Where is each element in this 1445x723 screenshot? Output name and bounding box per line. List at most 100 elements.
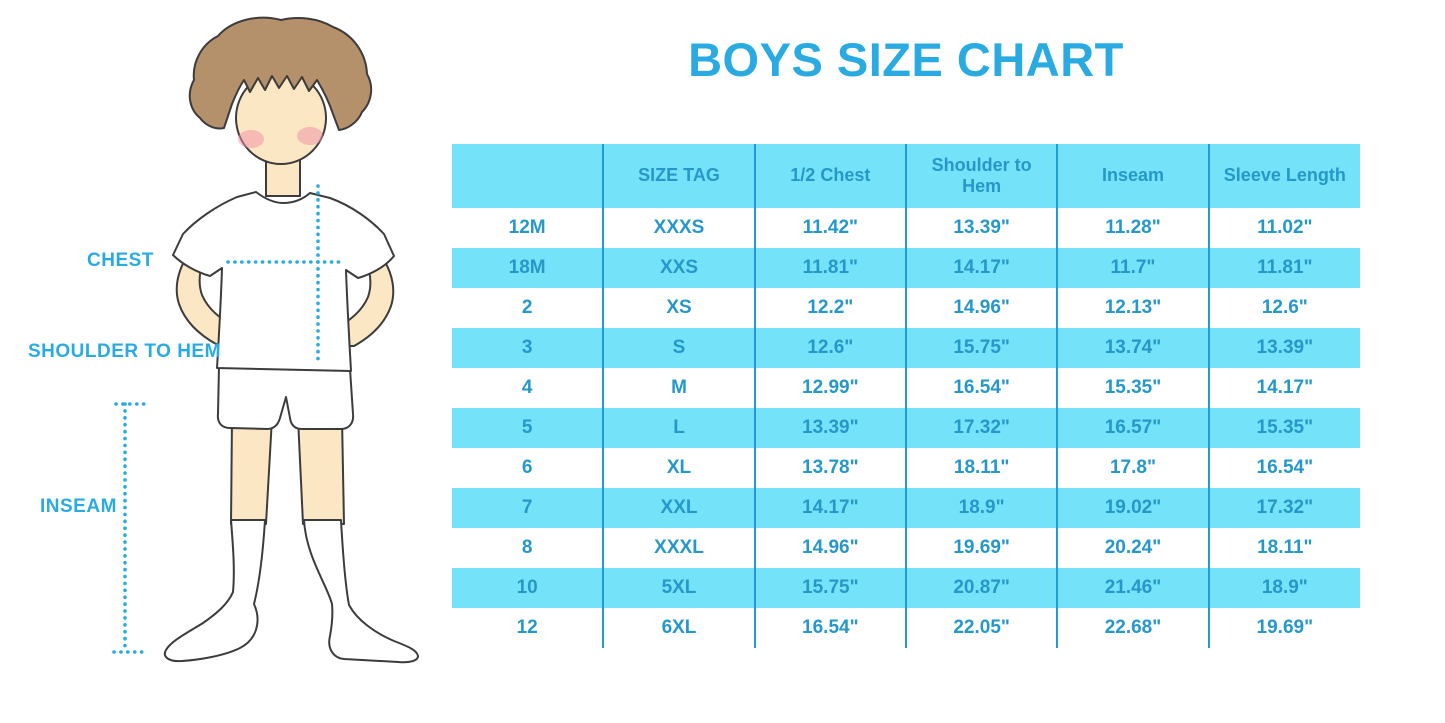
table-cell: 13.78" bbox=[753, 448, 906, 488]
table-cell: 15.75" bbox=[753, 568, 906, 608]
table-cell: 18.9" bbox=[1207, 568, 1360, 608]
table-cell: 2 bbox=[521, 297, 533, 318]
header-row: SIZE TAG 1/2 Chest Shoulder to Hem Inseam Sl… bbox=[452, 144, 1360, 208]
column-header: Sleeve Length bbox=[1207, 144, 1360, 208]
table-cell: 18.11" bbox=[1207, 528, 1360, 568]
table-cell: 12.13" bbox=[1056, 288, 1209, 328]
inseam-label: INSEAM bbox=[40, 496, 117, 517]
table-cell: 12.99" bbox=[753, 368, 906, 408]
table-cell: 16.54" bbox=[753, 608, 906, 648]
table-cell: 6XL bbox=[602, 608, 755, 648]
table-cell: 14.17" bbox=[904, 248, 1058, 288]
table-cell: 21.46" bbox=[1056, 568, 1209, 608]
table-cell: 16.54" bbox=[904, 368, 1058, 408]
table-cell: 13.39" bbox=[1207, 328, 1360, 368]
inseam-measure-line bbox=[112, 402, 148, 654]
size-table-header: SIZE TAG 1/2 Chest Shoulder to Hem Inseam Sl… bbox=[452, 144, 1360, 208]
table-row: 10 5XL 15.75" 20.87" 21.46" 18.9" bbox=[452, 568, 1360, 608]
boy-hair bbox=[188, 16, 373, 131]
table-cell: 5 bbox=[452, 408, 604, 448]
table-cell: 12.2" bbox=[753, 288, 906, 328]
table-cell: 15.35" bbox=[1056, 368, 1209, 408]
table-cell: 15.35" bbox=[1207, 408, 1360, 448]
table-cell: 5XL bbox=[602, 568, 755, 608]
table-cell: 18M bbox=[452, 248, 604, 288]
boy-right-leg bbox=[297, 417, 345, 525]
table-cell: 12 bbox=[516, 617, 538, 638]
boy-left-sock bbox=[163, 519, 266, 663]
table-cell: XS bbox=[602, 288, 755, 328]
boy-left-blush bbox=[238, 130, 264, 148]
chest-label: CHEST bbox=[87, 250, 154, 271]
table-cell: 12.6" bbox=[753, 328, 906, 368]
table-cell: 11.7" bbox=[1056, 248, 1209, 288]
table-row: 18M XXS 11.81" 14.17" 11.7" 11.81" bbox=[452, 248, 1360, 288]
table-cell: 8 bbox=[521, 537, 533, 558]
boy-tshirt bbox=[172, 191, 395, 372]
table-cell: 13.39" bbox=[904, 208, 1058, 248]
table-cell: 14.17" bbox=[1207, 368, 1360, 408]
table-row: 5 L 13.39" 17.32" 16.57" 15.35" bbox=[452, 408, 1360, 448]
table-cell: 14.96" bbox=[904, 288, 1058, 328]
table-cell: S bbox=[602, 328, 755, 368]
table-cell: 18.9" bbox=[904, 488, 1058, 528]
table-cell: 11.81" bbox=[753, 248, 906, 288]
table-cell: 20.87" bbox=[904, 568, 1058, 608]
table-cell: 10 bbox=[452, 568, 604, 608]
table-cell: 14.96" bbox=[753, 528, 906, 568]
table-row: 12M XXXS 11.42" 13.39" 11.28" 11.02" bbox=[452, 208, 1360, 248]
table-cell: 12M bbox=[508, 217, 546, 238]
column-header bbox=[452, 144, 604, 208]
table-cell: XXL bbox=[602, 488, 755, 528]
table-cell: 13.74" bbox=[1056, 328, 1209, 368]
table-cell: XXXL bbox=[602, 528, 755, 568]
table-row: 12 6XL 16.54" 22.05" 22.68" 19.69" bbox=[452, 608, 1360, 648]
table-cell: 19.69" bbox=[1207, 608, 1360, 648]
boy-illustration bbox=[112, 16, 419, 664]
table-cell: 3 bbox=[452, 328, 604, 368]
table-cell: 7 bbox=[452, 488, 604, 528]
table-cell: 16.57" bbox=[1056, 408, 1209, 448]
column-header: Inseam bbox=[1056, 144, 1209, 208]
table-row: 4 M 12.99" 16.54" 15.35" 14.17" bbox=[452, 368, 1360, 408]
table-row: 2 XS 12.2" 14.96" 12.13" 12.6" bbox=[452, 288, 1360, 328]
boy-shorts bbox=[216, 365, 355, 430]
table-cell: 15.75" bbox=[904, 328, 1058, 368]
table-cell: 16.54" bbox=[1207, 448, 1360, 488]
table-cell: 17.32" bbox=[1207, 488, 1360, 528]
table-cell: 6 bbox=[521, 457, 533, 478]
table-cell: 22.05" bbox=[904, 608, 1058, 648]
table-row: 6 XL 13.78" 18.11" 17.8" 16.54" bbox=[452, 448, 1360, 488]
table-cell: 11.02" bbox=[1207, 208, 1360, 248]
table-cell: 4 bbox=[521, 377, 533, 398]
boy-left-leg bbox=[230, 417, 273, 525]
table-cell: 13.39" bbox=[753, 408, 906, 448]
table-cell: XXXS bbox=[602, 208, 755, 248]
page-title: BOYS SIZE CHART bbox=[688, 33, 1124, 86]
size-table-body: 12M XXXS 11.42" 13.39" 11.28" 11.02" 18M XXS 11.… bbox=[452, 208, 1360, 648]
table-cell: 20.24" bbox=[1056, 528, 1209, 568]
boy-right-sock bbox=[303, 519, 419, 664]
table-cell: M bbox=[602, 368, 755, 408]
boy-right-blush bbox=[297, 127, 323, 145]
table-cell: 11.28" bbox=[1056, 208, 1209, 248]
shoulder-to-hem-label: SHOULDER TO HEM bbox=[28, 341, 221, 362]
table-row: 7 XXL 14.17" 18.9" 19.02" 17.32" bbox=[452, 488, 1360, 528]
table-cell: XL bbox=[602, 448, 755, 488]
table-cell: 19.02" bbox=[1056, 488, 1209, 528]
table-cell: L bbox=[602, 408, 755, 448]
table-cell: 19.69" bbox=[904, 528, 1058, 568]
table-cell: 18.11" bbox=[904, 448, 1058, 488]
column-header: SIZE TAG bbox=[602, 144, 755, 208]
table-cell: 22.68" bbox=[1056, 608, 1209, 648]
table-cell: 17.32" bbox=[904, 408, 1058, 448]
column-header: 1/2 Chest bbox=[753, 144, 906, 208]
size-table: SIZE TAG 1/2 Chest Shoulder to Hem Inseam Sl… bbox=[452, 144, 1360, 648]
table-row: 8 XXXL 14.96" 19.69" 20.24" 18.11" bbox=[452, 528, 1360, 568]
table-cell: 17.8" bbox=[1056, 448, 1209, 488]
table-row: 3 S 12.6" 15.75" 13.74" 13.39" bbox=[452, 328, 1360, 368]
table-cell: 14.17" bbox=[753, 488, 906, 528]
table-cell: 11.81" bbox=[1207, 248, 1360, 288]
table-cell: XXS bbox=[602, 248, 755, 288]
